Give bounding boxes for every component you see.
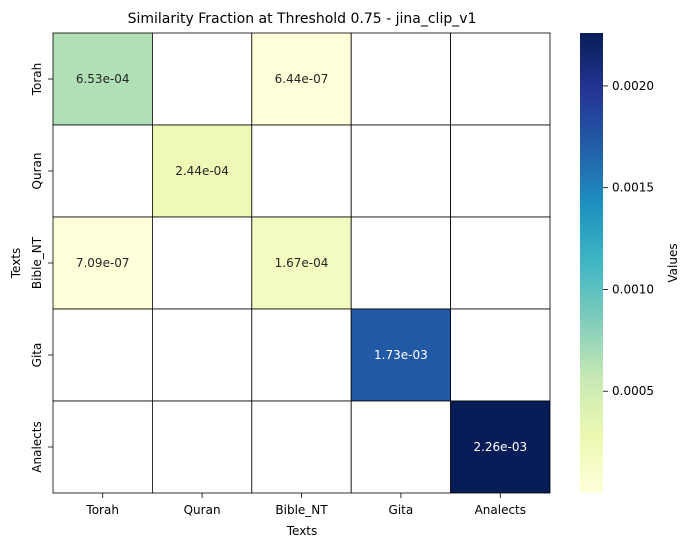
- colorbar-ticks: 0.0005 0.0010 0.0015 0.0020: [603, 79, 654, 398]
- heatmap-cell: [52, 400, 153, 494]
- cell-value-label: 7.09e-07: [76, 256, 130, 270]
- x-tick-label: Analects: [475, 503, 526, 517]
- x-axis-label: Texts: [286, 524, 318, 538]
- heatmap-cell: [350, 308, 452, 402]
- cell-value-label: 6.44e-07: [275, 72, 329, 86]
- heatmap-cell: [151, 400, 253, 494]
- x-axis-ticks: Torah Quran Bible_NT Gita Analects: [85, 493, 526, 517]
- heatmap-cell: [450, 216, 551, 310]
- x-tick-label: Bible_NT: [275, 503, 328, 517]
- cell-value-label: 2.26e-03: [473, 440, 527, 454]
- chart-title: Similarity Fraction at Threshold 0.75 - …: [128, 11, 477, 27]
- y-tick-label: Quran: [30, 153, 44, 190]
- heatmap-cell: [52, 124, 153, 218]
- heatmap-cell: [350, 32, 452, 126]
- y-tick-label: Bible_NT: [30, 236, 44, 289]
- heatmap-cell: [151, 308, 253, 402]
- heatmap-cell: [251, 308, 352, 402]
- colorbar-tick-label: 0.0010: [612, 282, 654, 296]
- cell-value-label: 1.73e-03: [374, 348, 428, 362]
- cell-value-label: 6.53e-04: [76, 72, 130, 86]
- heatmap-cell: [251, 216, 352, 310]
- x-tick-label: Gita: [389, 503, 414, 517]
- heatmap-cell: [52, 216, 153, 310]
- heatmap-cell: [151, 32, 253, 126]
- heatmap-cells: 6.53e-04 6.44e-07 2.44e-04 7.09e-07 1.67e-04…: [52, 32, 551, 494]
- y-axis-ticks: Torah Quran Bible_NT Gita Analects: [30, 63, 53, 473]
- colorbar-tick-label: 0.0015: [612, 181, 654, 195]
- heatmap-cell: [450, 308, 551, 402]
- colorbar-label: Values: [666, 243, 680, 282]
- cell-value-label: 2.44e-04: [175, 164, 229, 178]
- y-tick-label: Torah: [30, 63, 44, 97]
- heatmap-cell: [350, 124, 452, 218]
- y-tick-label: Analects: [30, 421, 44, 472]
- colorbar-tick-label: 0.0005: [612, 384, 654, 398]
- cell-value-label: 1.67e-04: [275, 256, 329, 270]
- heatmap-cell: [350, 216, 452, 310]
- heatmap-cell: [52, 32, 153, 126]
- y-tick-label: Gita: [30, 343, 44, 368]
- heatmap-cell: [450, 124, 551, 218]
- heatmap-cell: [151, 216, 253, 310]
- x-tick-label: Quran: [184, 503, 221, 517]
- x-tick-label: Torah: [85, 503, 119, 517]
- heatmap-cell: [151, 124, 253, 218]
- colorbar-tick-label: 0.0020: [612, 79, 654, 93]
- colorbar: [580, 33, 603, 493]
- heatmap-cell: [251, 124, 352, 218]
- heatmap-cell: [251, 400, 352, 494]
- heatmap-cell: [350, 400, 452, 494]
- heatmap-cell: [52, 308, 153, 402]
- heatmap-cell: [450, 32, 551, 126]
- heatmap-cell: [251, 32, 352, 126]
- y-axis-label: Texts: [9, 248, 23, 280]
